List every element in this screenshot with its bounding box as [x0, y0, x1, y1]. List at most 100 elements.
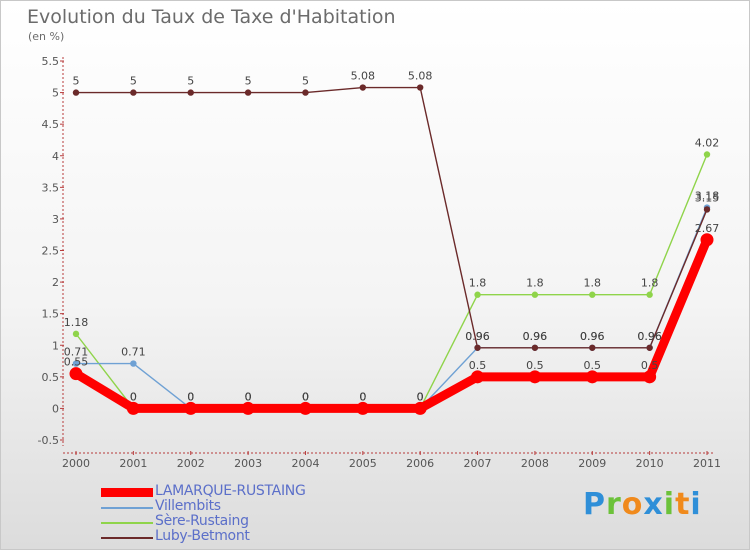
data-label: 0: [245, 390, 252, 403]
y-tick-label: 5: [52, 87, 59, 100]
data-label: 5: [245, 75, 252, 88]
x-tick-label: 2004: [291, 457, 319, 470]
axes: -0.5 0 0.5 1 1.5 2 2.5 3 3.5 4 4.5 5 5.5 2000 2001 2002…: [38, 55, 721, 470]
x-tick-label: 2010: [636, 457, 664, 470]
data-label: 0: [302, 390, 309, 403]
data-label: 0.96: [465, 330, 490, 343]
proxiti-logo: Proxiti: [583, 487, 702, 522]
x-tick-label: 2002: [177, 457, 205, 470]
data-label: 4.02: [695, 136, 720, 149]
data-label: 0: [417, 390, 424, 403]
y-tick-label: 0: [52, 402, 59, 415]
data-label: 5: [187, 75, 194, 88]
data-label: 5.08: [408, 70, 433, 83]
data-label: 1.18: [64, 316, 89, 329]
logo-letter: i: [690, 487, 702, 522]
logo-letter: i: [663, 487, 676, 522]
data-label: 0.96: [580, 330, 605, 343]
x-tick-label: 2008: [521, 457, 549, 470]
data-point: [474, 291, 481, 298]
y-tick-label: 3.5: [42, 181, 60, 194]
data-point: [643, 370, 657, 384]
data-point: [302, 89, 309, 96]
data-label: 0: [187, 390, 194, 403]
data-point: [646, 344, 653, 351]
y-tick-label: 1: [52, 339, 59, 352]
data-label: 0: [130, 390, 137, 403]
data-label: 0.96: [523, 330, 548, 343]
data-label: 0.96: [637, 330, 662, 343]
data-point: [703, 206, 711, 213]
data-point: [69, 367, 83, 381]
series-line-3: [75, 86, 708, 349]
legend-label: Luby-Betmont: [155, 528, 250, 544]
data-point: [241, 401, 255, 415]
data-label: 0: [359, 390, 366, 403]
series-line-2: [75, 153, 708, 410]
data-point: [298, 401, 312, 415]
data-label: 1.8: [526, 277, 544, 290]
y-tick-label: 1.5: [42, 308, 60, 321]
data-label: 1.8: [641, 277, 659, 290]
data-point: [244, 89, 252, 96]
data-label: 0: [302, 390, 309, 403]
data-point: [471, 370, 485, 384]
data-label: 0: [417, 390, 424, 403]
data-point: [585, 370, 599, 384]
x-tick-label: 2007: [464, 457, 492, 470]
data-label: 1.8: [469, 277, 487, 290]
data-label: 0.71: [121, 346, 146, 359]
logo-letter: P: [583, 487, 606, 522]
data-point: [528, 370, 542, 384]
legend-swatch: [101, 537, 153, 539]
data-label: 0.5: [584, 359, 602, 372]
x-tick-label: 2003: [234, 457, 262, 470]
data-label: 0: [187, 390, 194, 403]
legend-label: LAMARQUE-RUSTAING: [155, 483, 306, 499]
x-tick-label: 2001: [119, 457, 147, 470]
data-label: 0.5: [526, 359, 544, 372]
data-point: [531, 344, 539, 351]
data-label: 0.96: [637, 330, 662, 343]
data-label: 0: [130, 390, 137, 403]
data-label: 0: [245, 390, 252, 403]
data-point: [130, 89, 137, 96]
data-point: [72, 330, 80, 338]
y-tick-label: 5.5: [42, 55, 60, 68]
x-tick-label: 2000: [62, 457, 90, 470]
data-label: 5.08: [351, 70, 376, 83]
data-point: [703, 151, 711, 158]
legend-swatch: [101, 488, 153, 497]
chart-unit: (en %): [28, 30, 65, 43]
data-label: 0.5: [469, 359, 487, 372]
data-point: [184, 401, 198, 415]
legend-swatch: [101, 507, 153, 509]
data-label: 0.71: [64, 346, 89, 359]
data-label: 3.15: [695, 191, 720, 204]
data-label: 5: [302, 75, 309, 88]
logo-letter: r: [606, 487, 622, 522]
chart-title: Evolution du Taux de Taxe d'Habitation: [27, 6, 396, 28]
data-label: 5: [130, 75, 137, 88]
x-tick-label: 2005: [349, 457, 377, 470]
data-label: 0.96: [465, 330, 490, 343]
data-point: [413, 401, 427, 415]
legend-label: Villembits: [155, 498, 221, 514]
data-label: 1.8: [584, 277, 602, 290]
series-line-0: [71, 235, 712, 413]
data-point: [589, 344, 596, 351]
series-points: [69, 84, 714, 415]
data-label: 0: [359, 390, 366, 403]
data-point: [646, 291, 653, 298]
data-label: 0: [417, 390, 424, 403]
logo-letter: x: [643, 487, 664, 522]
data-point: [187, 89, 194, 96]
data-point: [356, 401, 370, 415]
data-point: [416, 84, 424, 91]
data-label: 0: [245, 390, 252, 403]
data-label: 0: [359, 390, 366, 403]
data-point: [474, 344, 481, 351]
logo-letter: t: [675, 487, 691, 522]
